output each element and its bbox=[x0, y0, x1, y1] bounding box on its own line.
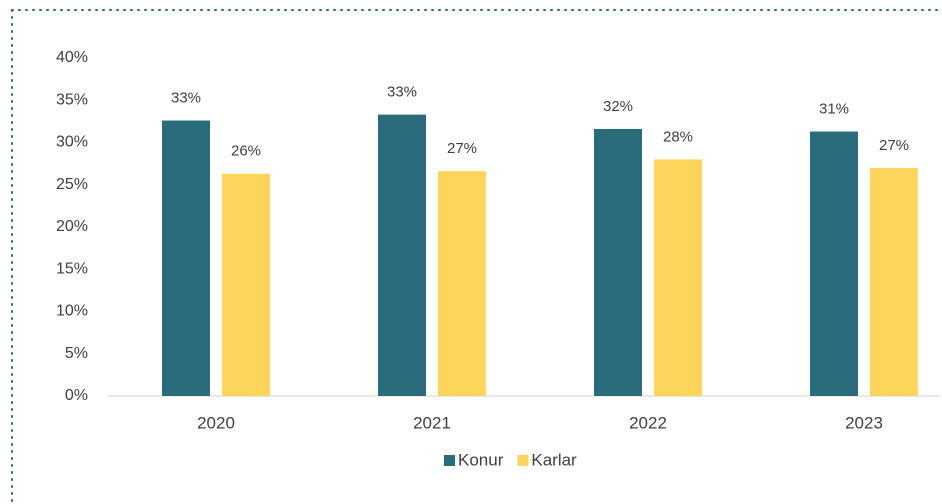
bar bbox=[222, 173, 270, 396]
value-label: 33% bbox=[387, 84, 417, 101]
value-label: 27% bbox=[879, 137, 909, 154]
y-tick-label: 40% bbox=[56, 49, 88, 66]
value-label: 33% bbox=[171, 89, 201, 106]
value-label: 31% bbox=[819, 100, 849, 117]
y-tick-label: 10% bbox=[56, 303, 88, 320]
bar bbox=[870, 167, 918, 396]
y-tick-label: 25% bbox=[56, 176, 88, 193]
legend-label: Konur bbox=[458, 450, 504, 469]
x-tick-label: 2020 bbox=[197, 413, 235, 432]
bar bbox=[654, 159, 702, 396]
bar bbox=[594, 128, 642, 397]
value-label: 32% bbox=[603, 98, 633, 115]
x-tick-label: 2022 bbox=[629, 413, 667, 432]
legend-swatch bbox=[517, 455, 529, 466]
y-tick-label: 35% bbox=[56, 91, 88, 108]
bar bbox=[810, 131, 858, 396]
value-label: 27% bbox=[447, 140, 477, 157]
value-label: 28% bbox=[663, 128, 693, 145]
value-label: 26% bbox=[231, 143, 261, 160]
y-tick-label: 15% bbox=[56, 260, 88, 277]
y-tick-label: 5% bbox=[65, 345, 88, 362]
legend-label: Karlar bbox=[531, 450, 577, 469]
bar bbox=[378, 114, 426, 397]
x-tick-label: 2023 bbox=[845, 413, 883, 432]
x-tick-label: 2021 bbox=[413, 413, 451, 432]
bar bbox=[438, 171, 486, 396]
y-tick-label: 20% bbox=[56, 218, 88, 235]
y-tick-label: 30% bbox=[56, 134, 88, 151]
y-tick-label: 0% bbox=[65, 387, 88, 404]
bar bbox=[162, 120, 210, 396]
legend-swatch bbox=[444, 455, 455, 466]
